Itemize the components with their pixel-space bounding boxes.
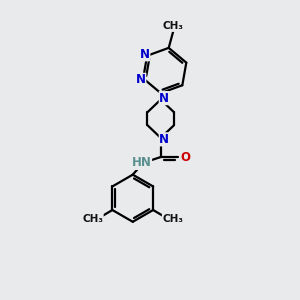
Text: CH₃: CH₃ <box>163 21 184 32</box>
Text: CH₃: CH₃ <box>82 214 103 224</box>
Text: N: N <box>140 48 150 61</box>
Text: HN: HN <box>132 156 152 170</box>
Text: N: N <box>159 92 169 105</box>
Text: O: O <box>180 151 190 164</box>
Text: CH₃: CH₃ <box>162 214 183 224</box>
Text: N: N <box>159 133 169 146</box>
Text: N: N <box>136 73 146 86</box>
